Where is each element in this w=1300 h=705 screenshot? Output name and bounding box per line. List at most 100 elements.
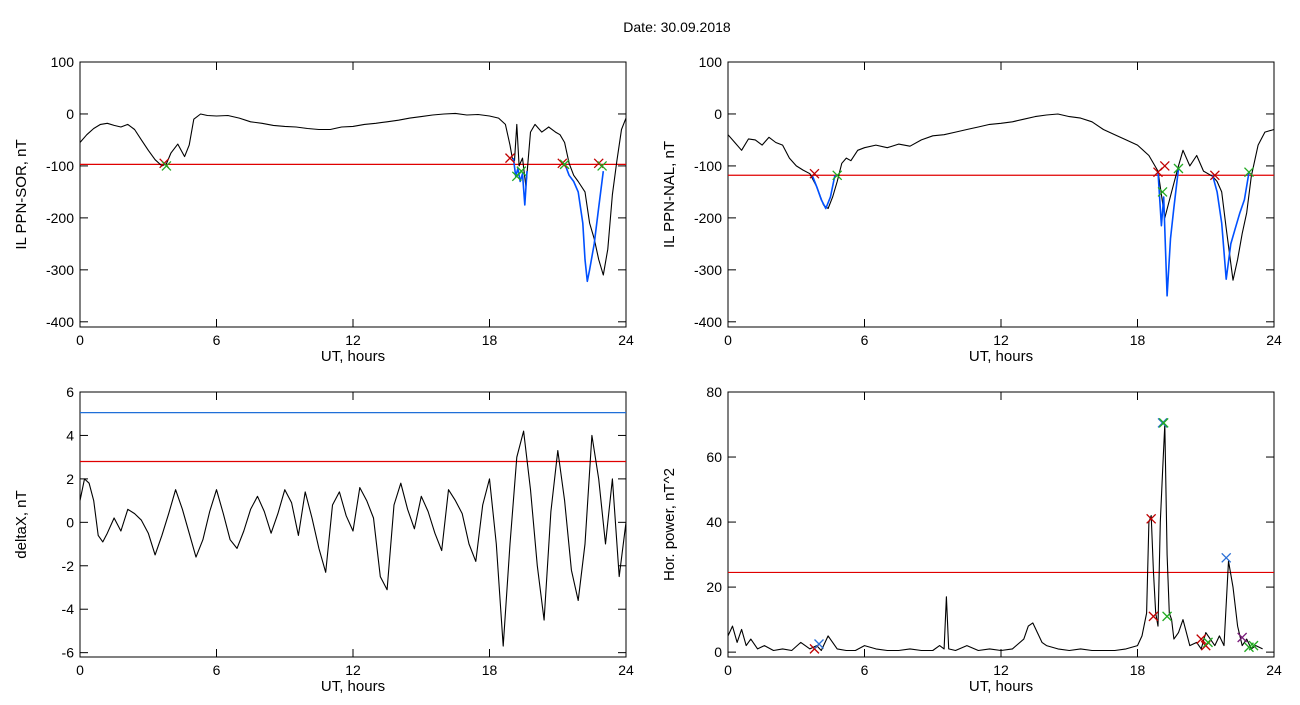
cross-marker-stroke bbox=[516, 166, 527, 177]
cross-marker bbox=[597, 160, 608, 171]
cross-marker bbox=[1162, 611, 1173, 622]
cross-marker-stroke bbox=[1162, 611, 1173, 622]
y-tick-label: 6 bbox=[66, 384, 74, 400]
x-axis-label: UT, hours bbox=[321, 678, 385, 695]
series-line bbox=[727, 113, 1275, 281]
x-tick-label: 24 bbox=[618, 332, 634, 348]
x-tick-label: 18 bbox=[1130, 332, 1146, 348]
x-tick-label: 24 bbox=[1266, 332, 1282, 348]
figure-title: Date: 30.09.2018 bbox=[623, 19, 731, 35]
cross-marker-stroke bbox=[505, 153, 515, 164]
cross-marker-stroke bbox=[559, 159, 570, 170]
x-tick-label: 0 bbox=[76, 332, 84, 348]
plot-frame bbox=[727, 61, 1275, 328]
cross-marker bbox=[1248, 640, 1259, 651]
y-tick-label: -300 bbox=[46, 262, 74, 278]
y-tick-label: 80 bbox=[706, 384, 722, 400]
x-tick-label: 18 bbox=[1130, 662, 1146, 678]
y-tick-label: 0 bbox=[714, 106, 722, 122]
cross-marker-stroke bbox=[1244, 167, 1254, 178]
event-series-line bbox=[811, 175, 836, 210]
y-tick-label: -200 bbox=[694, 210, 722, 226]
cross-marker bbox=[1221, 552, 1232, 563]
cross-marker-stroke bbox=[161, 160, 172, 171]
y-tick-label: 2 bbox=[66, 471, 74, 487]
event-series-line bbox=[1157, 168, 1180, 297]
plot-frame bbox=[727, 391, 1275, 658]
x-tick-label: 6 bbox=[213, 662, 221, 678]
y-tick-label: 60 bbox=[706, 449, 722, 465]
y-axis-label: Hor. power, nT^2 bbox=[661, 468, 678, 581]
cross-marker-stroke bbox=[1157, 417, 1168, 428]
x-tick-label: 12 bbox=[345, 332, 361, 348]
x-tick-label: 18 bbox=[482, 332, 498, 348]
y-axis-label: deltaX, nT bbox=[13, 490, 30, 558]
x-axis-label: UT, hours bbox=[969, 678, 1033, 695]
y-tick-label: -2 bbox=[62, 558, 75, 574]
cross-marker bbox=[1157, 186, 1168, 197]
event-series-line bbox=[1211, 172, 1250, 281]
y-tick-label: 0 bbox=[714, 644, 722, 660]
x-axis-label: UT, hours bbox=[321, 348, 385, 365]
y-tick-label: -4 bbox=[62, 601, 75, 617]
y-tick-label: -300 bbox=[694, 262, 722, 278]
cross-marker-stroke bbox=[1158, 417, 1169, 428]
panel-nal: 0 6 12 18 24 -400 -300 -200 -100 0 100 UT, hours IL … bbox=[661, 54, 1282, 365]
cross-marker bbox=[1244, 167, 1254, 178]
cross-marker bbox=[1148, 611, 1159, 622]
x-tick-label: 6 bbox=[213, 332, 221, 348]
series-line bbox=[727, 423, 1263, 652]
x-tick-label: 0 bbox=[724, 332, 732, 348]
y-axis-label: IL PPN-SOR, nT bbox=[13, 139, 30, 249]
x-tick-label: 6 bbox=[861, 662, 869, 678]
panel-power: 0 6 12 18 24 0 20 40 60 80 UT, hours Hor. power, nT… bbox=[661, 384, 1282, 695]
cross-marker-stroke bbox=[1157, 186, 1168, 197]
x-tick-label: 24 bbox=[1266, 662, 1282, 678]
cross-marker bbox=[557, 158, 568, 169]
y-tick-label: -100 bbox=[694, 158, 722, 174]
cross-marker bbox=[1209, 170, 1220, 181]
series-line bbox=[79, 430, 627, 647]
series-line bbox=[79, 112, 627, 276]
y-tick-label: -400 bbox=[46, 314, 74, 330]
cross-marker bbox=[1157, 417, 1168, 428]
cross-marker-stroke bbox=[1159, 160, 1170, 171]
cross-marker-stroke bbox=[1148, 611, 1159, 622]
cross-marker-stroke bbox=[809, 168, 820, 179]
x-axis-label: UT, hours bbox=[969, 348, 1033, 365]
cross-marker-stroke bbox=[1237, 632, 1248, 643]
x-tick-label: 18 bbox=[482, 662, 498, 678]
cross-marker bbox=[1237, 632, 1248, 643]
y-tick-label: 100 bbox=[699, 54, 723, 70]
cross-marker bbox=[832, 170, 843, 181]
y-tick-label: -6 bbox=[62, 645, 75, 661]
cross-marker-stroke bbox=[814, 639, 824, 649]
y-tick-label: 40 bbox=[706, 514, 722, 530]
cross-marker bbox=[559, 159, 570, 170]
cross-marker bbox=[1159, 160, 1170, 171]
cross-marker-stroke bbox=[597, 160, 608, 171]
y-tick-label: 20 bbox=[706, 579, 722, 595]
cross-marker-stroke bbox=[1248, 640, 1259, 651]
y-tick-label: 0 bbox=[66, 106, 74, 122]
x-tick-label: 12 bbox=[993, 662, 1009, 678]
cross-marker-stroke bbox=[832, 170, 843, 181]
y-axis-label: IL PPN-NAL, nT bbox=[661, 141, 678, 248]
cross-marker bbox=[505, 153, 515, 164]
y-tick-label: 0 bbox=[66, 514, 74, 530]
event-series-line bbox=[563, 163, 605, 283]
x-tick-label: 0 bbox=[724, 662, 732, 678]
cross-marker bbox=[1146, 513, 1157, 524]
cross-marker bbox=[516, 166, 527, 177]
cross-marker bbox=[809, 168, 820, 179]
y-tick-label: -100 bbox=[46, 158, 74, 174]
cross-marker-stroke bbox=[1221, 552, 1232, 563]
cross-marker bbox=[1173, 163, 1184, 174]
plot-frame bbox=[79, 61, 627, 328]
y-tick-label: 100 bbox=[51, 54, 75, 70]
cross-marker bbox=[161, 160, 172, 171]
y-tick-label: -400 bbox=[694, 314, 722, 330]
